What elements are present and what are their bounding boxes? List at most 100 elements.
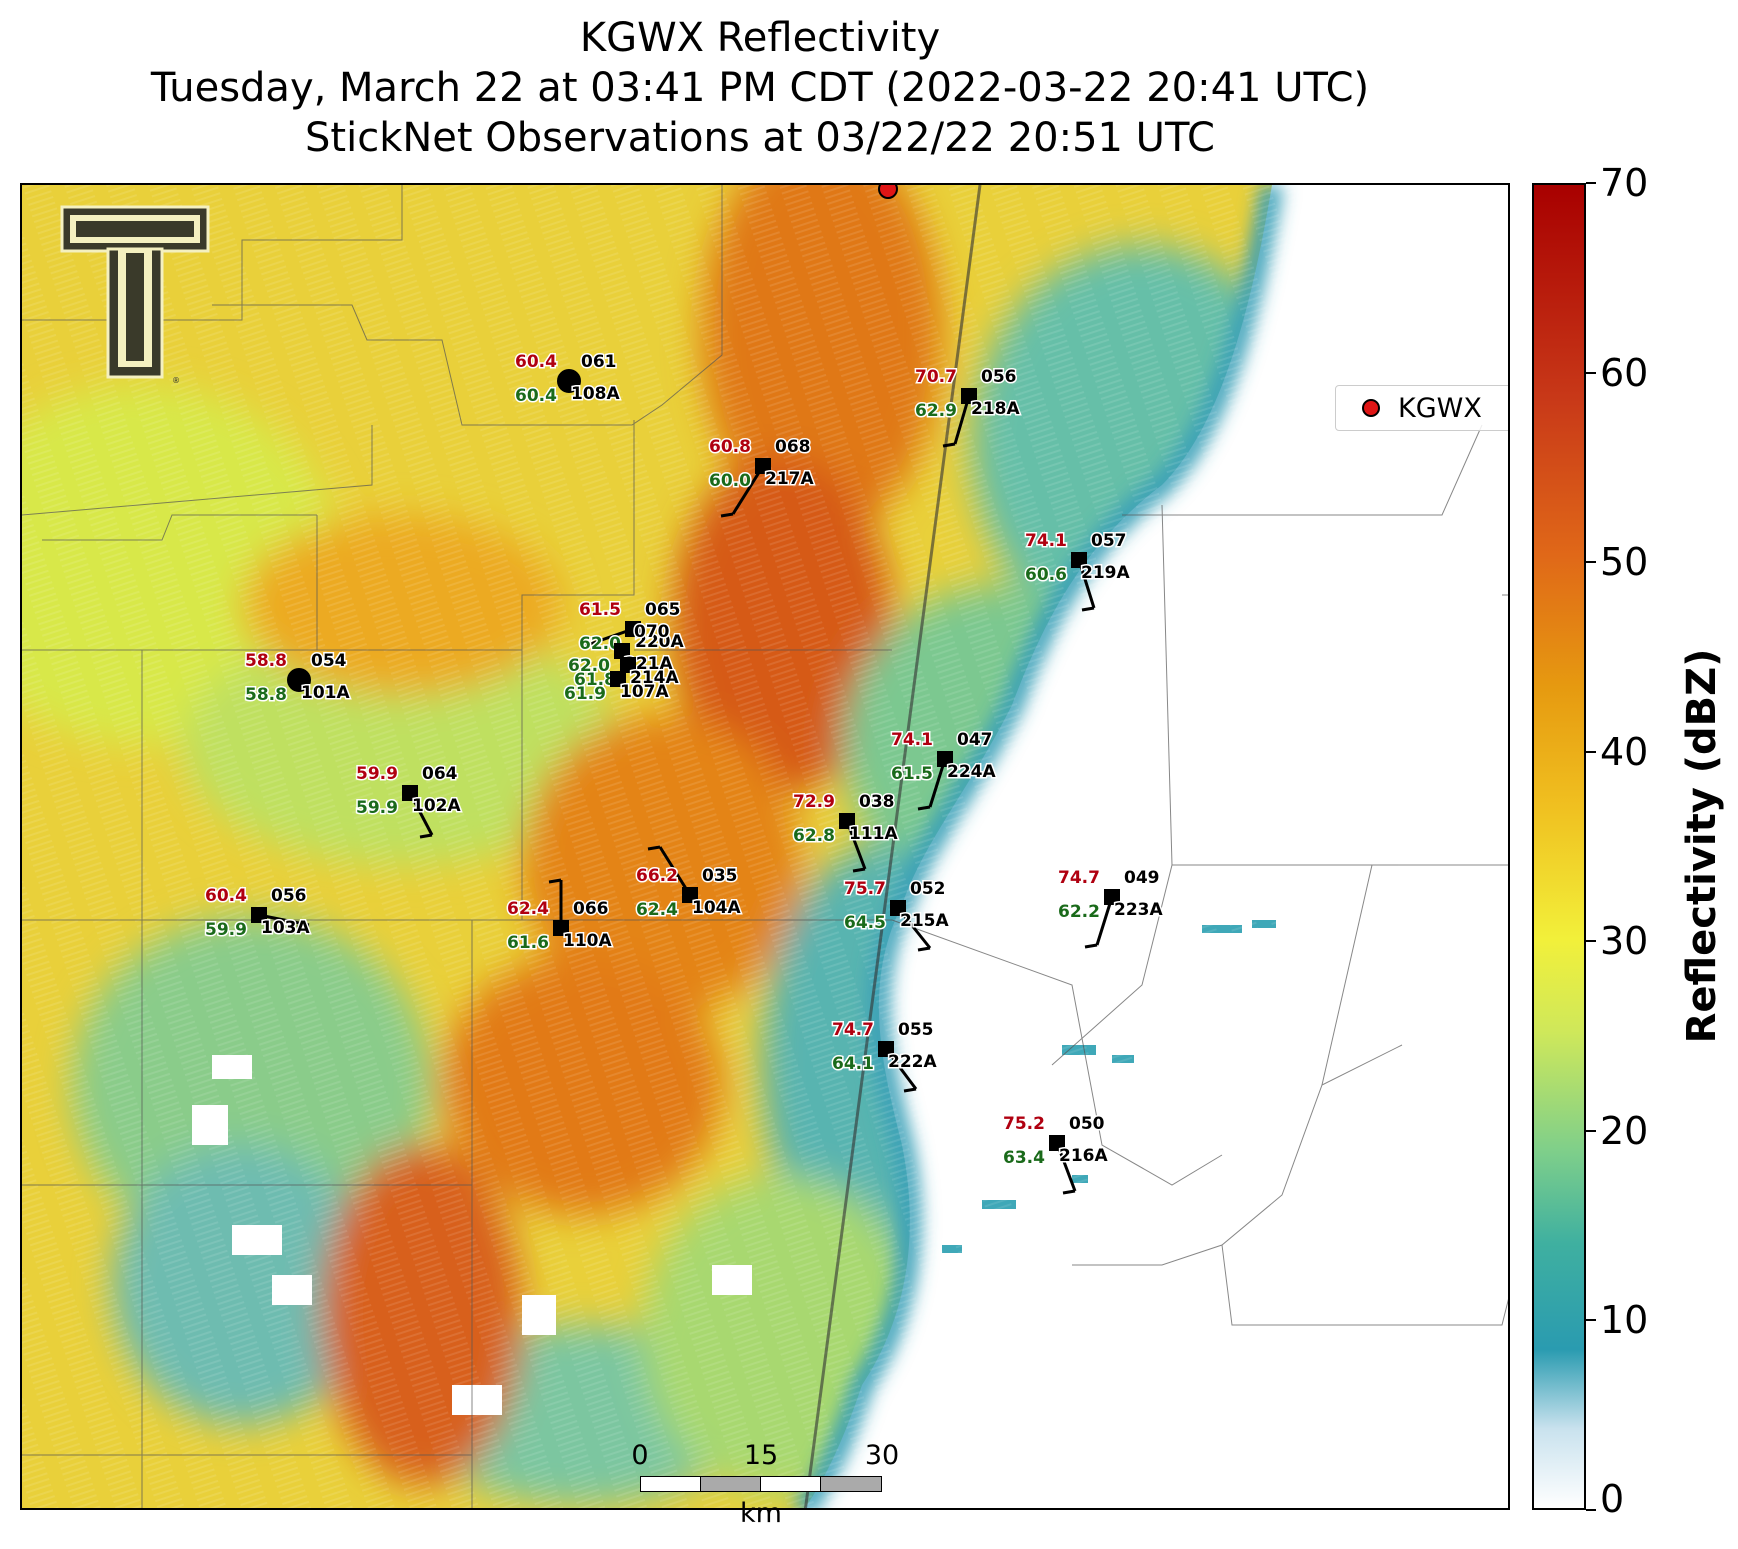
station-id-label: 219A xyxy=(1081,563,1130,583)
map-legend: KGWX xyxy=(1335,385,1508,431)
temperature-label: 59.9 xyxy=(356,764,398,784)
station-219A[interactable] xyxy=(1071,552,1096,612)
dewpoint-label: 61.9 xyxy=(564,684,606,704)
wind-barb-flag xyxy=(917,946,931,952)
pressure-label: 057 xyxy=(1091,531,1127,551)
station-217A[interactable] xyxy=(720,458,771,518)
wind-barb-flag xyxy=(419,833,433,839)
station-110A[interactable] xyxy=(548,878,569,936)
calm-wind-marker xyxy=(557,369,581,393)
dewpoint-label: 64.5 xyxy=(844,913,886,933)
wind-barb-flag xyxy=(1081,606,1095,612)
wind-barb-flag xyxy=(1084,943,1098,949)
pressure-label: 056 xyxy=(271,886,307,906)
station-marker xyxy=(251,907,267,923)
pressure-label: 038 xyxy=(859,792,895,812)
temperature-label: 74.1 xyxy=(1025,531,1067,551)
temperature-label: 74.7 xyxy=(1058,868,1100,888)
pressure-label: 056 xyxy=(981,367,1017,387)
scale-label-15: 15 xyxy=(743,1440,779,1471)
scale-unit: km xyxy=(740,1498,782,1529)
wind-barb-flag xyxy=(296,923,310,929)
colorbar-tick xyxy=(1586,750,1596,753)
colorbar-tick-label: 20 xyxy=(1600,1108,1649,1153)
pressure-label: 050 xyxy=(1069,1114,1105,1134)
station-222A[interactable] xyxy=(878,1041,918,1093)
colorbar-tick-label: 70 xyxy=(1600,161,1649,205)
wind-barb-flag xyxy=(647,845,661,851)
colorbar-tick xyxy=(1586,561,1596,564)
station-214A[interactable] xyxy=(620,657,636,673)
station-107A[interactable] xyxy=(610,671,626,687)
wind-barb-flag xyxy=(1062,1189,1076,1195)
station-104A[interactable] xyxy=(647,845,698,903)
station-marker xyxy=(890,900,906,916)
station-101A[interactable] xyxy=(287,668,311,692)
pressure-label: 049 xyxy=(1124,868,1160,888)
station-224A[interactable] xyxy=(917,751,953,811)
station-216A[interactable] xyxy=(1049,1135,1077,1195)
pressure-label: 066 xyxy=(573,899,609,919)
station-218A[interactable] xyxy=(942,388,977,448)
station-221A[interactable] xyxy=(614,643,630,659)
scale-segment xyxy=(640,1476,701,1492)
registered-mark: ® xyxy=(172,376,180,385)
station-id-label: 104A xyxy=(692,898,741,918)
station-id-label: 220A xyxy=(635,632,684,652)
station-marker xyxy=(610,671,626,687)
reflectivity-field: 60.4 061 60.4 108A 70.7 056 62.9 218A 60.8 068 60.… xyxy=(22,185,1508,1508)
station-marker xyxy=(682,887,698,903)
station-marker xyxy=(620,657,636,673)
pressure-label: 065 xyxy=(645,600,681,620)
colorbar-tick-label: 50 xyxy=(1600,540,1649,585)
temperature-label: 61.5 xyxy=(579,600,621,620)
station-id-label: 216A xyxy=(1059,1146,1108,1166)
dewpoint-label: 59.9 xyxy=(205,920,247,940)
kgwx-radar-marker[interactable] xyxy=(878,185,898,199)
station-marker xyxy=(402,785,418,801)
temperature-label: 74.1 xyxy=(891,730,933,750)
wind-barb-flag xyxy=(580,641,594,647)
scale-label-0: 0 xyxy=(631,1440,649,1471)
calm-wind-marker xyxy=(287,668,311,692)
station-id-label: 217A xyxy=(765,469,814,489)
scale-segment xyxy=(760,1476,821,1492)
station-marker xyxy=(1071,552,1087,568)
dewpoint-label: 64.1 xyxy=(832,1054,874,1074)
temperature-label: 66.2 xyxy=(636,866,678,886)
station-220A[interactable] xyxy=(580,621,641,647)
dewpoint-label: 62.8 xyxy=(793,826,835,846)
station-marker xyxy=(625,621,641,637)
temperature-label: 75.2 xyxy=(1003,1114,1045,1134)
station-103A[interactable] xyxy=(251,907,310,929)
pressure-label: 068 xyxy=(775,437,811,457)
station-id-label: 215A xyxy=(900,911,949,931)
station-223A[interactable] xyxy=(1084,889,1120,949)
wind-barb-flag xyxy=(903,1087,917,1093)
station-marker xyxy=(1104,889,1120,905)
station-marker xyxy=(553,920,569,936)
pressure-label: 052 xyxy=(910,879,946,899)
station-102A[interactable] xyxy=(402,785,434,839)
temperature-label: 58.8 xyxy=(245,651,287,671)
pressure-label: 054 xyxy=(311,651,347,671)
title-radar: KGWX Reflectivity xyxy=(579,15,941,61)
colorbar-tick xyxy=(1586,182,1596,184)
colorbar-tick-label: 60 xyxy=(1600,350,1649,395)
wind-barb-flag xyxy=(917,805,931,811)
station-108A[interactable] xyxy=(557,369,581,393)
dewpoint-label: 60.4 xyxy=(515,386,557,406)
colorbar xyxy=(1532,183,1586,1510)
pressure-label: 055 xyxy=(898,1020,934,1040)
station-marker xyxy=(614,643,630,659)
radar-map[interactable]: 60.4 061 60.4 108A 70.7 056 62.9 218A 60.8 068 60.… xyxy=(20,183,1510,1510)
temperature-label: 60.8 xyxy=(709,437,751,457)
colorbar-tick xyxy=(1586,371,1596,374)
station-215A[interactable] xyxy=(890,900,932,952)
wind-barb-flag xyxy=(720,512,734,518)
scale-bar: 0 15 30 km xyxy=(631,1440,1000,1529)
station-marker xyxy=(937,751,953,767)
station-111A[interactable] xyxy=(839,813,867,873)
dewpoint-label: 58.8 xyxy=(245,685,287,705)
temperature-label: 70.7 xyxy=(915,367,957,387)
